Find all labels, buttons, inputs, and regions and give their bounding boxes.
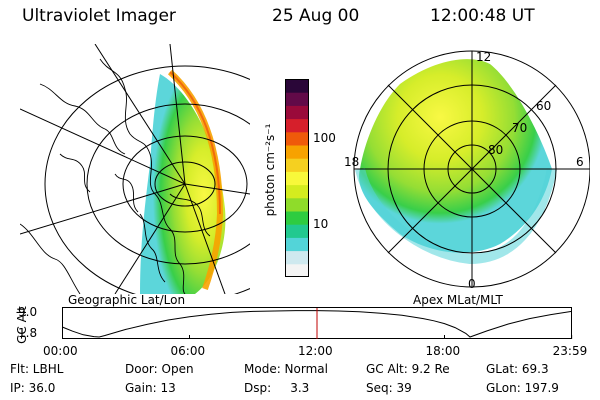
aurora-region-left	[140, 74, 226, 294]
colorbar-frame	[285, 79, 309, 277]
auroral-oval-peak	[169, 71, 221, 215]
x-tick-label: 06:00	[170, 344, 206, 358]
colorbar-band	[285, 158, 309, 172]
y-tick-label-max: 9.0	[18, 305, 38, 319]
colorbar-band	[285, 250, 309, 265]
geographic-caption: Geographic Lat/Lon	[68, 293, 186, 307]
door-label: Door: Open	[125, 362, 194, 376]
meridian-line	[20, 108, 186, 185]
y-tick-label-min: 1.8	[18, 326, 38, 340]
coastline	[139, 213, 166, 283]
colorbar-band	[285, 105, 309, 120]
ip-label: IP: 36.0	[10, 381, 56, 395]
colorbar-band	[285, 171, 309, 186]
lat-circle-70	[122, 135, 248, 233]
meridian-line	[184, 183, 250, 195]
colorbar-title: photon cm⁻²s⁻¹	[263, 123, 277, 217]
gc-alt-chart	[62, 307, 573, 339]
aurora-edge	[355, 167, 557, 265]
colorbar	[285, 79, 309, 277]
colorbar-band	[285, 145, 309, 159]
mlt-label-12: 12	[476, 50, 491, 64]
coastline	[20, 223, 81, 294]
mlat-label-70: 70	[512, 121, 527, 135]
mlt-label-6: 6	[576, 155, 584, 169]
gc-alt-status: GC Alt: 9.2 Re	[366, 362, 450, 376]
colorbar-band	[285, 118, 309, 133]
colorbar-tick-label: 10	[313, 217, 329, 232]
coastline	[114, 173, 139, 213]
geographic-map	[20, 44, 250, 294]
glat-label: GLat: 69.3	[486, 362, 549, 376]
colorbar-tick-label: 100	[313, 131, 336, 146]
mlt-label-0: 0	[468, 277, 476, 291]
coastline	[169, 193, 211, 237]
lat-circle-50	[44, 65, 250, 294]
colorbar-band	[285, 197, 309, 212]
colorbar-band	[285, 79, 309, 93]
colorbar-band	[285, 92, 309, 106]
colorbar-band	[285, 263, 309, 277]
coastline	[59, 153, 91, 193]
meridian-line	[169, 44, 186, 185]
mode-label: Mode: Normal	[244, 362, 328, 376]
meridian-line	[20, 183, 186, 235]
colorbar-band	[285, 237, 309, 252]
colorbar-band	[285, 184, 309, 199]
lat-circle-80	[154, 161, 216, 207]
lat-circle-60	[86, 103, 250, 265]
dsp-label: Dsp: 3.3	[244, 381, 310, 395]
coastline	[99, 58, 186, 294]
instrument-title: Ultraviolet Imager	[22, 6, 176, 26]
x-tick-label: 12:00	[298, 344, 333, 358]
apex-polar-plot: 12 6 0 18 60 70 80	[344, 50, 590, 291]
time-label: 12:00:48 UT	[430, 6, 535, 26]
gain-label: Gain: 13	[125, 381, 176, 395]
mlat-label-60: 60	[536, 99, 551, 113]
flt-label: Flt: LBHL	[10, 362, 64, 376]
x-tick-label: 18:00	[425, 344, 461, 358]
mlt-diagonal	[387, 84, 557, 254]
x-tick-label: 23:59	[552, 344, 588, 358]
colorbar-band	[285, 131, 309, 146]
glon-label: GLon: 197.9	[486, 381, 559, 395]
seq-label: Seq: 39	[366, 381, 412, 395]
coastline	[39, 83, 126, 155]
x-tick-label: 00:00	[43, 344, 78, 358]
colorbar-band	[285, 211, 309, 225]
meridian-line	[184, 183, 226, 294]
mlat-label-80: 80	[488, 143, 503, 157]
apex-caption: Apex MLat/MLT	[413, 293, 503, 307]
date-label: 25 Aug 00	[272, 6, 360, 26]
colorbar-band	[285, 224, 309, 238]
meridian-line	[114, 183, 186, 294]
mlt-label-18: 18	[344, 155, 359, 169]
meridian-line	[94, 44, 186, 185]
